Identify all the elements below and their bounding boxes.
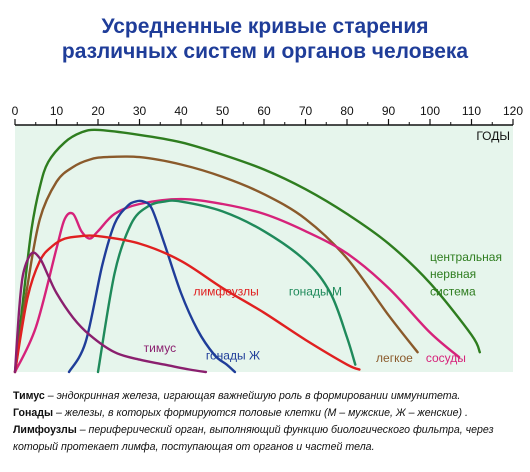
- x-tick-label: 110: [462, 104, 481, 118]
- definition-thymus: Тимус – эндокринная железа, играющая важ…: [13, 388, 525, 405]
- x-tick-label: 40: [174, 104, 188, 118]
- series-line: [96, 199, 357, 374]
- series-label: центральная: [430, 250, 502, 264]
- x-axis-title: ГОДЫ: [476, 129, 510, 143]
- series-label: тимус: [144, 341, 176, 355]
- series-line: [13, 251, 208, 374]
- series-label: нервная: [430, 267, 476, 281]
- x-tick-label: 100: [420, 104, 440, 118]
- definition-text: – железы, в которых формируются половые …: [53, 407, 468, 419]
- x-tick-label: 120: [503, 104, 523, 118]
- x-tick-label: 70: [299, 104, 313, 118]
- chart-title-line: различных систем и органов человека: [61, 40, 469, 63]
- x-tick-label: 90: [382, 104, 396, 118]
- aging-curves-chart: 0 10 20 30 40 50 60 70 80 90 100 110 120 ГОДЫ централ…: [12, 104, 523, 374]
- series-line: [13, 128, 481, 374]
- x-tick-label: 10: [50, 104, 64, 118]
- x-tick-label: 20: [91, 104, 105, 118]
- x-tick-label: 80: [340, 104, 354, 118]
- definition-text: – периферический орган, выполняющий функ…: [13, 424, 494, 453]
- definition-gonads: Гонады – железы, в которых формируются п…: [13, 405, 525, 422]
- chart-title: Усредненные кривые старения различных си…: [0, 14, 530, 64]
- definition-text: – эндокринная железа, играющая важнейшую…: [44, 390, 461, 402]
- definitions: Тимус – эндокринная железа, играющая важ…: [13, 388, 525, 456]
- x-tick-label: 50: [216, 104, 230, 118]
- series-label: сосуды: [426, 351, 466, 365]
- term: Тимус: [13, 390, 45, 402]
- x-tick-label: 30: [133, 104, 147, 118]
- term: Лимфоузлы: [13, 424, 77, 436]
- x-tick-label: 60: [257, 104, 271, 118]
- series-label: система: [430, 284, 476, 298]
- x-tick-label: 0: [12, 104, 19, 118]
- series-line: [67, 199, 237, 374]
- series-label: гонады М: [289, 284, 342, 298]
- series-label: гонады Ж: [206, 349, 260, 363]
- definition-lymph-nodes: Лимфоузлы – периферический орган, выполн…: [13, 422, 525, 456]
- series-label: легкое: [376, 351, 413, 365]
- chart-title-line: Усредненные кривые старения: [101, 15, 429, 38]
- series-line: [13, 234, 361, 374]
- term: Гонады: [13, 407, 54, 419]
- series-label: лимфоузлы: [193, 284, 258, 298]
